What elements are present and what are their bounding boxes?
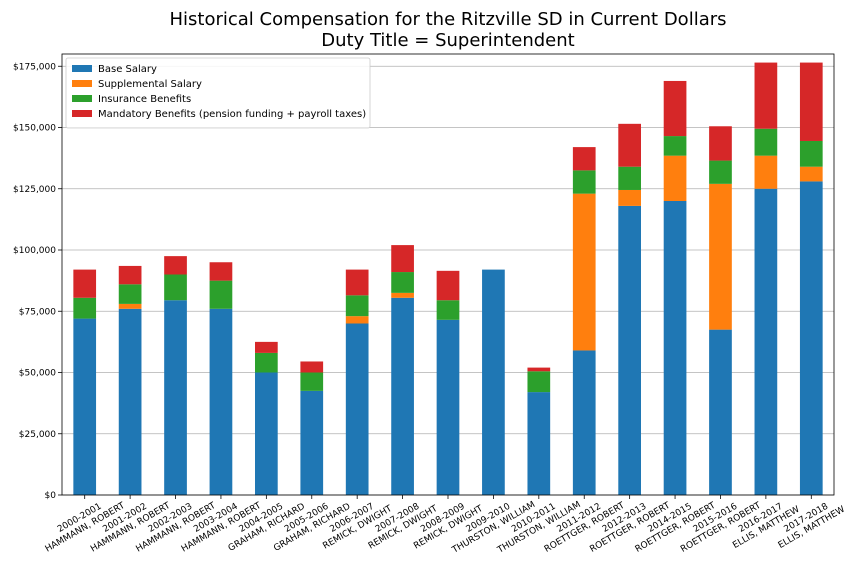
bar-segment [618, 189, 641, 206]
bar-segment [73, 297, 97, 319]
bar-segment [482, 269, 505, 495]
bar-segment [436, 300, 460, 320]
y-axis: $0 $25,000 $50,000 $75,000 $100,000 $125,000 $… [13, 62, 62, 501]
bar-segment [118, 308, 142, 495]
bar-segment [118, 284, 142, 304]
y-tick-label: $125,000 [13, 185, 56, 195]
bar-segment [118, 265, 142, 285]
bar-segment [345, 323, 369, 495]
bar-segment [345, 316, 369, 324]
bar-segment [618, 205, 641, 495]
legend-swatch [72, 95, 92, 102]
bar-segment [572, 170, 596, 194]
bar-segment [255, 352, 278, 373]
bar-segment [572, 147, 596, 171]
bar-segment [118, 303, 142, 309]
bar-segment [709, 126, 732, 161]
x-axis: 2000-2001HAMMANN, ROBERT2001-2002HAMMANN… [44, 495, 847, 556]
y-tick-label: $100,000 [13, 246, 56, 256]
bar-segment [799, 62, 823, 141]
bar-segment [436, 270, 460, 301]
bar-segment [255, 341, 278, 353]
bar-segment [709, 160, 732, 184]
y-tick-label: $175,000 [13, 62, 56, 72]
legend-swatch [72, 65, 92, 72]
bar-segment [391, 292, 414, 298]
legend-label: Base Salary [98, 64, 157, 75]
bar-segment [73, 269, 97, 298]
legend-label: Insurance Benefits [98, 94, 191, 105]
bar-segment [754, 155, 778, 189]
bar-segment [663, 155, 687, 201]
bar-segment [663, 201, 687, 495]
legend-swatch [72, 110, 92, 117]
bar-segment [164, 274, 187, 301]
y-tick-label: $25,000 [19, 430, 56, 440]
bar-segment [572, 350, 596, 495]
legend-label: Mandatory Benefits (pension funding + pa… [98, 109, 366, 120]
y-tick-label: $75,000 [19, 307, 56, 317]
bar-segment [164, 256, 187, 275]
legend-label: Supplemental Salary [98, 79, 202, 90]
bar-segment [527, 367, 551, 372]
bar-segment [391, 245, 414, 273]
bar-segment [709, 329, 732, 495]
chart-title: Historical Compensation for the Ritzvill… [169, 9, 726, 30]
bar-segment [754, 128, 778, 156]
bar-segment [618, 123, 641, 167]
bar-segment [300, 390, 324, 495]
bars [73, 62, 823, 495]
bar-segment [345, 269, 369, 296]
bar-segment [300, 372, 324, 391]
bar-segment [527, 371, 551, 393]
bar-segment [799, 166, 823, 182]
bar-segment [255, 372, 278, 495]
bar-segment [73, 318, 97, 495]
bar-segment [799, 140, 823, 167]
y-tick-label: $50,000 [19, 369, 56, 379]
chart-subtitle: Duty Title = Superintendent [321, 30, 574, 51]
y-tick-label: $0 [45, 491, 57, 501]
plot-frame [61, 53, 835, 496]
bar-segment [300, 361, 324, 373]
bar-segment [345, 295, 369, 317]
bar-segment [527, 392, 551, 495]
bar-segment [391, 297, 414, 495]
bar-segment [164, 300, 187, 495]
bar-segment [663, 80, 687, 137]
legend: Base Salary Supplemental Salary Insurance … [65, 57, 371, 129]
bar-segment [209, 280, 233, 309]
bar-segment [799, 181, 823, 495]
bar-segment [663, 136, 687, 156]
bar-segment [709, 183, 732, 330]
bar-segment [209, 262, 233, 281]
bar-segment [391, 272, 414, 293]
bar-segment [754, 62, 778, 129]
bar-segment [209, 308, 233, 495]
bar-segment [572, 193, 596, 351]
legend-box [65, 57, 371, 129]
bar-segment [618, 166, 641, 190]
bar-segment [436, 319, 460, 495]
legend-swatch [72, 80, 92, 87]
y-tick-label: $150,000 [13, 124, 56, 134]
bar-segment [754, 188, 778, 495]
